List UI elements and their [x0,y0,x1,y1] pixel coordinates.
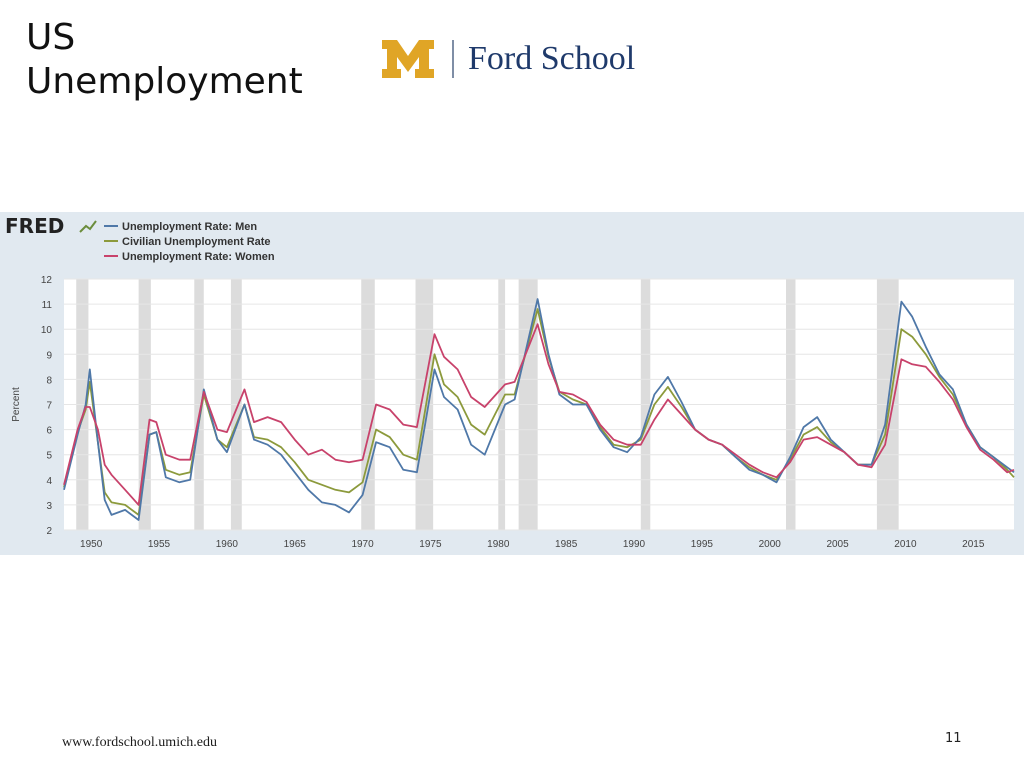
series-line-3 [63,323,1015,506]
legend-label-1: Unemployment Rate: Men [122,221,257,233]
y-tick-label-8: 8 [46,375,52,386]
fred-logo-text: FRED [5,214,64,238]
y-tick-label-12: 12 [41,275,53,286]
y-tick-label-3: 3 [46,501,52,512]
x-tick-label-1960: 1960 [216,539,239,550]
x-tick-label-1975: 1975 [419,539,442,550]
fred-graph-icon [79,220,97,233]
ford-school-logo: Ford School [382,38,635,80]
slide-title: US Unemployment [26,17,303,102]
block-m-icon [382,40,434,78]
x-tick-label-1955: 1955 [148,539,171,550]
y-tick-label-10: 10 [41,325,53,336]
legend-label-2: Civilian Unemployment Rate [122,236,271,248]
page-number: 11 [945,731,962,746]
logo-separator [452,40,454,78]
fred-chart-panel: 2 3 4 5 6 7 8 9 10 11 12 1950 1955 1960 1965 1970 1975 19… [0,212,1024,555]
y-tick-label-4: 4 [46,476,52,487]
legend-label-3: Unemployment Rate: Women [122,251,275,263]
y-tick-label-11: 11 [42,300,53,311]
x-tick-label-1980: 1980 [487,539,510,550]
x-tick-label-1970: 1970 [351,539,374,550]
y-tick-label-5: 5 [46,451,52,462]
y-tick-label-9: 9 [46,350,52,361]
y-tick-label-2: 2 [46,526,52,537]
x-tick-label-1985: 1985 [555,539,578,550]
y-tick-label-6: 6 [46,426,52,437]
unemployment-chart: 2 3 4 5 6 7 8 9 10 11 12 1950 1955 1960 1965 1970 1975 19… [5,214,1015,550]
x-tick-label-1990: 1990 [623,539,646,550]
x-tick-label-2000: 2000 [759,539,782,550]
y-axis-label: Percent [11,387,22,422]
x-tick-label-1950: 1950 [80,539,103,550]
y-tick-label-7: 7 [46,401,52,412]
footer-url[interactable]: www.fordschool.umich.edu [62,735,218,750]
x-tick-label-2010: 2010 [894,539,917,550]
x-tick-label-1995: 1995 [691,539,714,550]
x-tick-label-1965: 1965 [284,539,307,550]
x-tick-label-2015: 2015 [962,539,985,550]
x-tick-label-2005: 2005 [826,539,849,550]
logo-text: Ford School [468,40,636,77]
